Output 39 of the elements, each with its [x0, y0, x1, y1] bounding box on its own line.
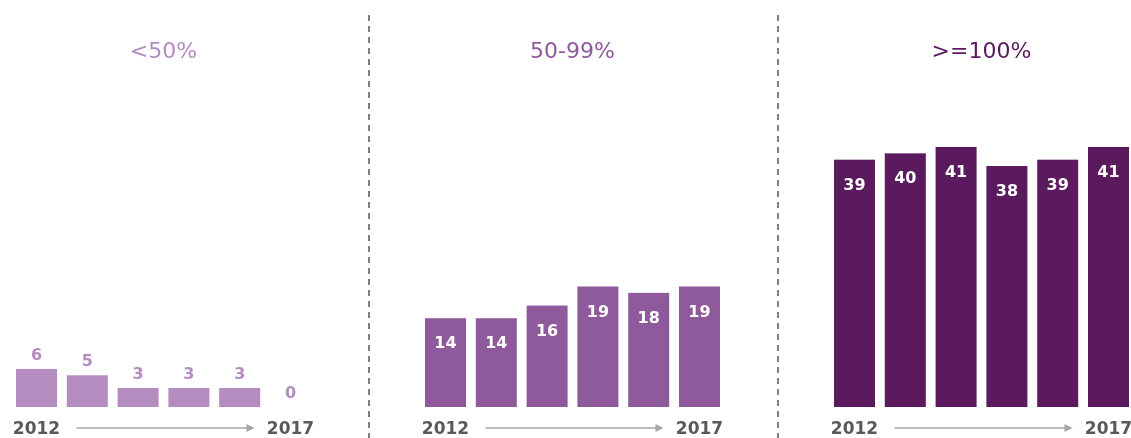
- bar: [526, 305, 568, 407]
- bar: [1088, 147, 1129, 407]
- data-label: 19: [688, 301, 711, 321]
- data-label: 5: [81, 351, 93, 371]
- chart-title: 50-99%: [530, 38, 615, 63]
- data-label: 3: [132, 363, 144, 383]
- data-label: 14: [485, 333, 508, 353]
- x-tick-label: 2012: [421, 418, 470, 438]
- bar: [1037, 159, 1079, 407]
- data-label: 18: [637, 307, 660, 327]
- data-label: 41: [944, 162, 968, 181]
- x-tick-label: 2017: [1084, 418, 1131, 438]
- data-label: 39: [1046, 174, 1069, 194]
- data-label: 41: [1097, 162, 1120, 181]
- bar: [628, 292, 670, 407]
- x-tick-label: 2012: [12, 418, 61, 438]
- data-label: 6: [30, 344, 43, 364]
- x-tick-label: 2017: [675, 418, 724, 438]
- chart-title: >=100%: [931, 38, 1032, 63]
- data-label: 39: [843, 174, 866, 194]
- x-tick-label: 2012: [830, 418, 879, 438]
- bar: [679, 286, 720, 407]
- data-label: 16: [535, 320, 559, 340]
- bar: [986, 166, 1028, 407]
- data-label: 3: [234, 363, 246, 383]
- chart-title: <50%: [129, 38, 198, 63]
- bar: [425, 318, 466, 407]
- bar: [834, 159, 875, 407]
- bar: [935, 147, 977, 407]
- bar: [577, 286, 619, 407]
- bar: [884, 153, 926, 407]
- data-label: 19: [586, 301, 610, 321]
- data-label: 14: [434, 333, 457, 353]
- data-label: 0: [284, 383, 297, 402]
- data-label: 40: [894, 168, 917, 188]
- x-tick-label: 2017: [266, 418, 315, 438]
- data-label: 38: [995, 181, 1019, 201]
- data-label: 3: [183, 363, 195, 383]
- bar: [475, 318, 517, 407]
